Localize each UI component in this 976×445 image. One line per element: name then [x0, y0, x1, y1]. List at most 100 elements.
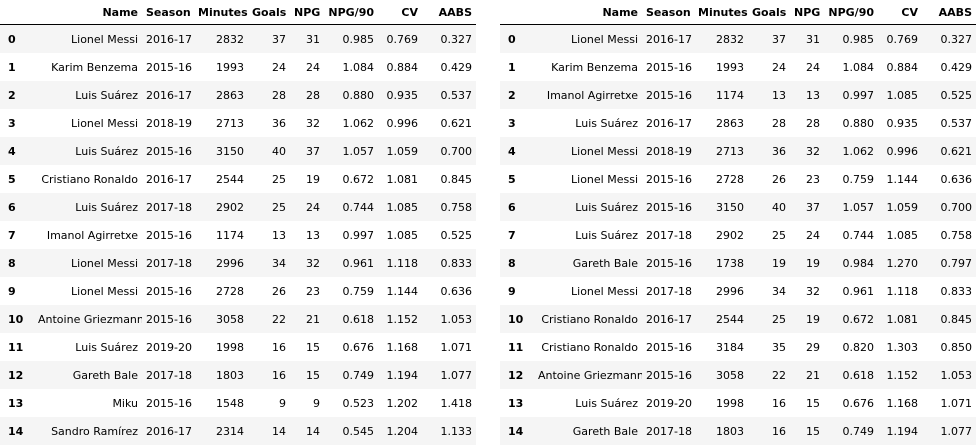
table-cell: 15 [790, 389, 824, 417]
table-cell: 0.525 [922, 81, 976, 109]
table-cell: 24 [290, 193, 324, 221]
table-cell: 0.850 [922, 333, 976, 361]
table-cell: 37 [290, 137, 324, 165]
table-cell: 0.996 [378, 109, 422, 137]
table-cell: Lionel Messi [534, 25, 642, 54]
row-index: 8 [500, 249, 534, 277]
table-cell: 0.327 [922, 25, 976, 54]
table-cell: Luis Suárez [534, 109, 642, 137]
table-cell: 13 [748, 81, 790, 109]
table-cell: 0.676 [824, 389, 878, 417]
table-cell: 2863 [694, 109, 748, 137]
table-cell: 2713 [194, 109, 248, 137]
table-cell: 1993 [194, 53, 248, 81]
table-cell: 19 [290, 165, 324, 193]
table-cell: 2015-16 [142, 221, 194, 249]
table-cell: 2015-16 [642, 361, 694, 389]
table-cell: Cristiano Ronaldo [34, 165, 142, 193]
row-index: 3 [500, 109, 534, 137]
table-cell: 1998 [194, 333, 248, 361]
table-cell: Luis Suárez [534, 221, 642, 249]
table-cell: 2017-18 [142, 193, 194, 221]
table-cell: 0.759 [824, 165, 878, 193]
table-cell: 0.525 [422, 221, 476, 249]
table-cell: Lionel Messi [34, 277, 142, 305]
table-cell: 16 [748, 389, 790, 417]
table-cell: 40 [748, 193, 790, 221]
table-cell: Lionel Messi [34, 109, 142, 137]
table-cell: 0.884 [878, 53, 922, 81]
table-cell: 0.845 [422, 165, 476, 193]
table-cell: 32 [790, 137, 824, 165]
row-index: 12 [500, 361, 534, 389]
table-cell: 32 [790, 277, 824, 305]
table-cell: 1.118 [378, 249, 422, 277]
table-cell: 31 [790, 25, 824, 54]
table-cell: 1174 [194, 221, 248, 249]
column-header: NPG/90 [824, 0, 878, 25]
table-cell: 0.636 [922, 165, 976, 193]
table-cell: 0.833 [422, 249, 476, 277]
table-cell: 3058 [194, 305, 248, 333]
table-cell: 15 [290, 361, 324, 389]
table-cell: 0.820 [824, 333, 878, 361]
table-cell: 0.618 [324, 305, 378, 333]
table-cell: 24 [290, 53, 324, 81]
table-cell: 0.744 [824, 221, 878, 249]
table-cell: Luis Suárez [34, 81, 142, 109]
table-cell: 23 [790, 165, 824, 193]
table-cell: 2015-16 [642, 193, 694, 221]
table-cell: 0.961 [824, 277, 878, 305]
table-cell: 0.833 [922, 277, 976, 305]
row-index: 9 [0, 277, 34, 305]
table-cell: 2019-20 [642, 389, 694, 417]
table-cell: 2902 [694, 221, 748, 249]
table-cell: Miku [34, 389, 142, 417]
table-cell: 28 [790, 109, 824, 137]
table-cell: 1.059 [878, 193, 922, 221]
row-index: 2 [0, 81, 34, 109]
table-cell: 3184 [694, 333, 748, 361]
table-cell: 1.081 [378, 165, 422, 193]
column-header: Minutes [694, 0, 748, 25]
table-cell: 0.672 [824, 305, 878, 333]
table-cell: 19 [748, 249, 790, 277]
table-cell: 0.672 [324, 165, 378, 193]
table-cell: 1738 [694, 249, 748, 277]
table-cell: 24 [748, 53, 790, 81]
table-cell: Luis Suárez [34, 333, 142, 361]
table-cell: 2863 [194, 81, 248, 109]
table-cell: 0.984 [824, 249, 878, 277]
table-cell: Gareth Bale [534, 249, 642, 277]
table-cell: 3150 [694, 193, 748, 221]
table-cell: 26 [748, 165, 790, 193]
table-cell: 34 [248, 249, 290, 277]
table-cell: 1.062 [824, 137, 878, 165]
column-header: NPG [290, 0, 324, 25]
table-cell: 22 [748, 361, 790, 389]
table-cell: 1.085 [878, 221, 922, 249]
table-cell: 2016-17 [642, 305, 694, 333]
table-cell: 32 [290, 249, 324, 277]
table-cell: 1993 [694, 53, 748, 81]
table-cell: 1.194 [378, 361, 422, 389]
table-cell: 1.053 [422, 305, 476, 333]
table-cell: 37 [790, 193, 824, 221]
table-cell: 1998 [694, 389, 748, 417]
row-index: 7 [0, 221, 34, 249]
row-index: 4 [500, 137, 534, 165]
